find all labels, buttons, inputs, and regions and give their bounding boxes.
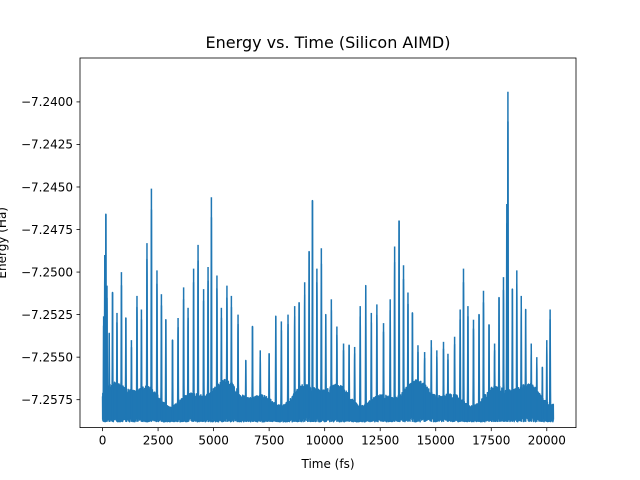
- x-tick-label: 20000: [528, 434, 566, 448]
- x-tick-label: 15000: [417, 434, 455, 448]
- y-tick-label: −7.2450: [21, 180, 73, 194]
- y-tick-label: −7.2425: [21, 138, 73, 152]
- series-group: [101, 91, 555, 423]
- y-tick-label: −7.2575: [21, 393, 73, 407]
- x-tick-label: 0: [99, 434, 107, 448]
- x-tick-label: 12500: [361, 434, 399, 448]
- y-tick-label: −7.2550: [21, 350, 73, 364]
- x-tick-label: 7500: [254, 434, 285, 448]
- x-tick-label: 5000: [198, 434, 229, 448]
- y-axis-label: Energy (Ha): [0, 207, 9, 279]
- y-tick-label: −7.2500: [21, 265, 73, 279]
- chart-title: Energy vs. Time (Silicon AIMD): [206, 33, 451, 52]
- x-axis-ticks: 0 2500 5000 7500 10000 12500 15000 17500 20000: [99, 427, 566, 448]
- x-axis-label: Time (fs): [300, 457, 354, 471]
- x-tick-label: 2500: [143, 434, 174, 448]
- x-tick-label: 17500: [472, 434, 510, 448]
- plot-content: [101, 91, 555, 423]
- x-tick-label: 10000: [306, 434, 344, 448]
- y-axis-ticks: −7.2400 −7.2425 −7.2450 −7.2475 −7.2500 −7.25…: [21, 95, 80, 407]
- y-tick-label: −7.2475: [21, 223, 73, 237]
- y-tick-label: −7.2525: [21, 308, 73, 322]
- plot-frame: [79, 57, 577, 429]
- y-tick-label: −7.2400: [21, 95, 73, 109]
- plot-area: [80, 58, 576, 428]
